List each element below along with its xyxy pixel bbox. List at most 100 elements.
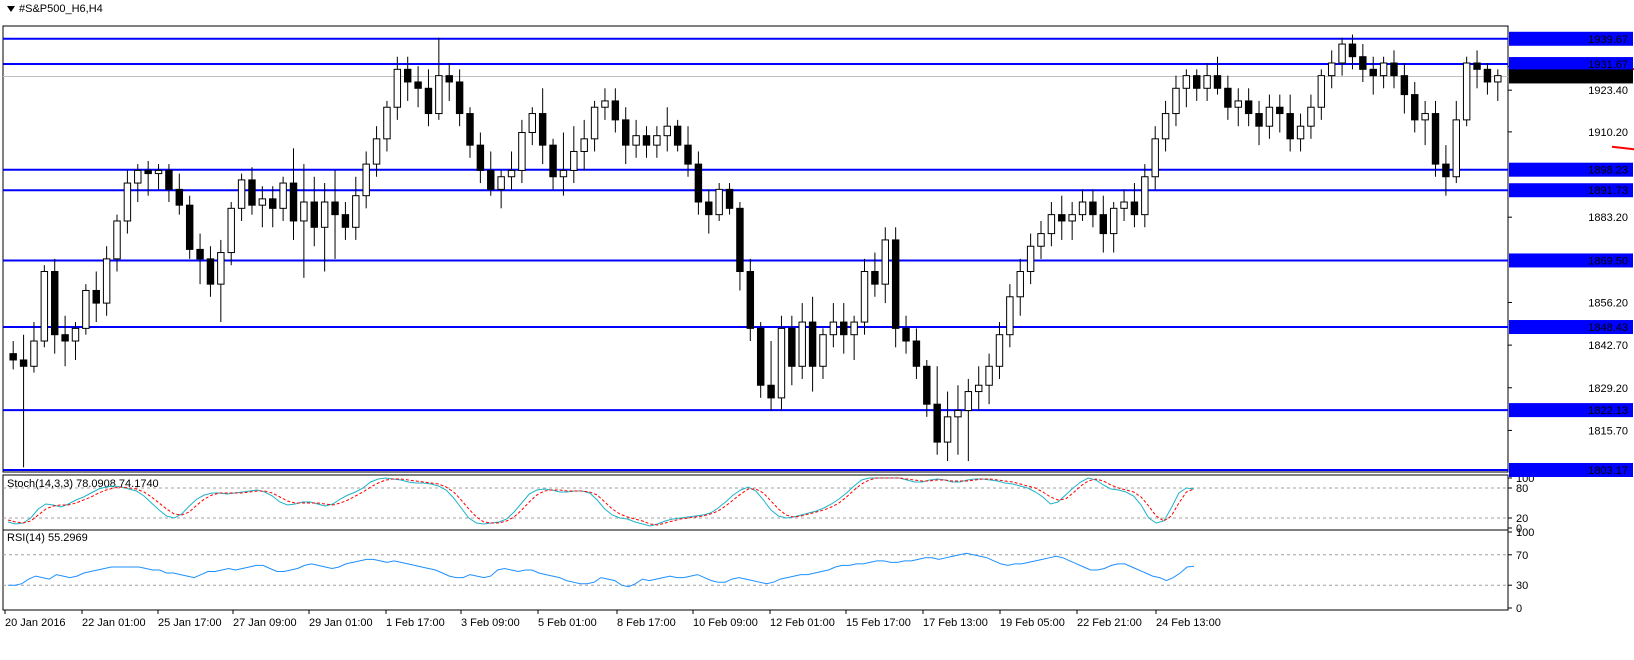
price-level-badge [1509, 31, 1633, 46]
bullish-candle [1452, 119, 1460, 178]
bearish-candle [902, 327, 910, 342]
time-axis-label: 20 Jan 2016 [5, 617, 66, 629]
bullish-candle [435, 75, 443, 115]
bearish-candle [341, 214, 350, 228]
price-axis-label: 1883.20 [1588, 212, 1628, 224]
bearish-candle [1390, 62, 1398, 77]
bullish-candle [1296, 125, 1305, 140]
time-axis-label: 3 Feb 09:00 [461, 617, 520, 629]
bearish-candle [871, 271, 879, 285]
bearish-candle [9, 353, 17, 361]
bullish-candle [601, 100, 609, 108]
bullish-candle [1068, 214, 1076, 222]
bullish-candle [819, 334, 827, 367]
price-level-value: 1939.67 [1588, 34, 1628, 46]
bullish-candle [383, 106, 391, 140]
bearish-candle [1369, 68, 1377, 77]
price-level-value: 1869.50 [1588, 255, 1628, 267]
price-axis-label: 1842.70 [1588, 340, 1628, 352]
price-level-badge [1509, 463, 1633, 477]
bullish-candle [1379, 62, 1388, 77]
bearish-candle [611, 100, 620, 121]
rsi-axis-label: 30 [1516, 580, 1528, 592]
bullish-candle [559, 169, 568, 178]
time-axis-label: 25 Jan 17:00 [158, 617, 222, 629]
bullish-candle [237, 179, 246, 209]
stoch-axis-label: 80 [1516, 483, 1528, 495]
bullish-candle [393, 68, 402, 108]
bearish-candle [642, 135, 651, 146]
bearish-candle [466, 113, 474, 146]
bearish-candle [61, 334, 69, 342]
bullish-candle [1203, 75, 1211, 89]
bearish-candle [403, 68, 412, 83]
bearish-candle [767, 384, 775, 399]
price-axis-label: 1829.20 [1588, 383, 1628, 395]
bearish-candle [445, 75, 453, 83]
bullish-candle [829, 321, 838, 336]
bullish-candle [518, 132, 526, 171]
bearish-candle [92, 289, 100, 304]
bullish-candle [507, 169, 516, 178]
bearish-candle [891, 239, 900, 329]
bearish-candle [248, 179, 256, 206]
bearish-candle [725, 188, 734, 209]
candlesticks [9, 34, 1502, 468]
price-level-badge [1509, 183, 1633, 198]
bullish-candle [1078, 201, 1087, 216]
bullish-candle [82, 289, 90, 329]
price-level-badge [1509, 320, 1633, 335]
bullish-candle [1037, 233, 1045, 247]
bearish-candle [1442, 163, 1450, 178]
rsi-axis-label: 100 [1516, 527, 1534, 539]
bullish-candle [881, 239, 889, 285]
bullish-candle [850, 321, 858, 336]
bearish-candle [269, 198, 277, 209]
bullish-candle [798, 321, 806, 367]
bullish-candle [372, 138, 381, 165]
rsi-line [8, 552, 1195, 588]
trendline [1611, 145, 1634, 151]
bullish-candle [653, 135, 661, 146]
bullish-candle [1109, 207, 1118, 235]
bullish-candle [279, 182, 287, 209]
bearish-candle [1244, 100, 1253, 115]
price-level-value: 1931.67 [1588, 59, 1628, 71]
bullish-candle [1006, 296, 1014, 336]
bearish-candle [487, 169, 495, 190]
bearish-candle [1411, 94, 1419, 121]
price-level-badge [1509, 57, 1633, 72]
bearish-candle [175, 188, 184, 206]
bearish-candle [736, 207, 744, 273]
bearish-candle [144, 169, 152, 175]
bullish-candle [954, 410, 962, 418]
bullish-candle [320, 201, 329, 228]
time-axis-label: 8 Feb 17:00 [617, 617, 676, 629]
bearish-candle [1348, 43, 1357, 58]
bearish-candle [1224, 87, 1232, 108]
bullish-candle [113, 220, 121, 260]
current-price-value: 1927.75 [1588, 71, 1628, 83]
bearish-candle [1473, 62, 1481, 70]
bearish-candle [756, 327, 765, 386]
trendlines[interactable] [1591, 30, 1634, 210]
stoch-axis-label: 20 [1516, 513, 1528, 525]
bullish-candle [715, 188, 723, 216]
bullish-candle [1047, 214, 1056, 235]
bearish-candle [414, 81, 422, 89]
bearish-candle [538, 113, 547, 146]
current-price-badge [1509, 69, 1633, 84]
price-levels[interactable] [3, 37, 1508, 471]
bearish-candle [185, 204, 194, 250]
time-axis-label: 5 Feb 01:00 [538, 617, 597, 629]
rsi-panel: 100 70 30 0 RSI(14) 55.2969 [3, 527, 1534, 615]
rsi-pane-border [2, 529, 1509, 611]
triangle-down-icon[interactable] [7, 6, 15, 12]
bearish-candle [289, 182, 298, 222]
bearish-candle [206, 258, 215, 285]
bearish-candle [808, 321, 817, 367]
price-level-value: 1803.17 [1588, 465, 1628, 477]
stoch-main-line [7, 477, 1195, 527]
